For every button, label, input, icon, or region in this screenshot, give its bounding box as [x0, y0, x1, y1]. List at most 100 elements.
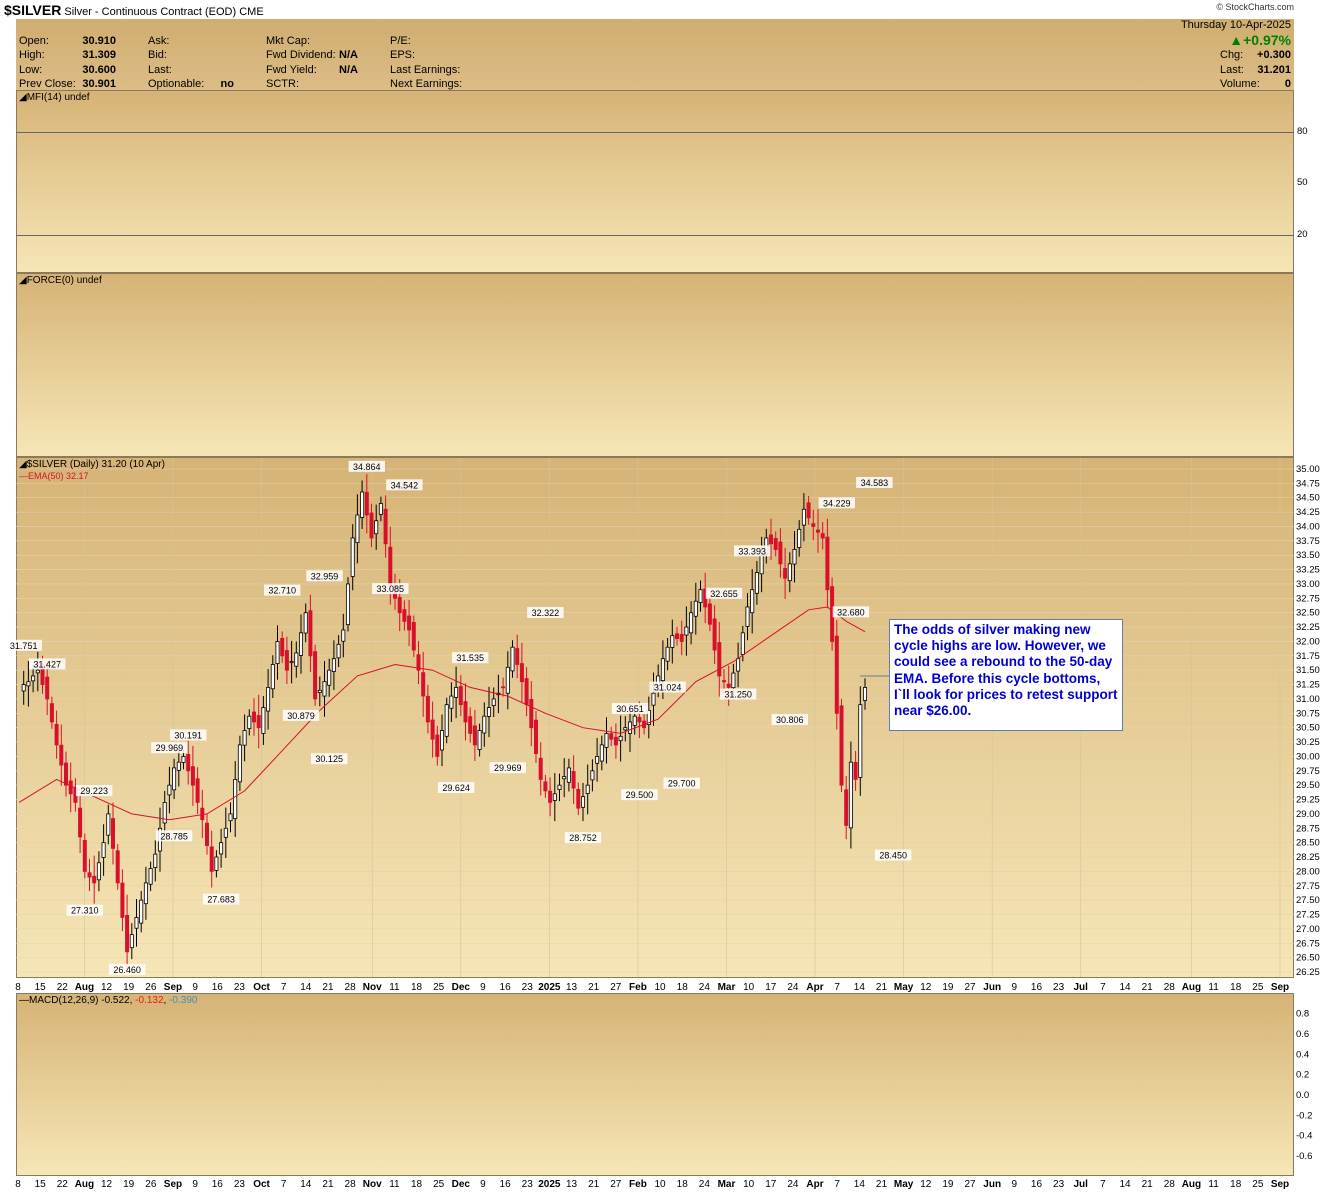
panel-collapse-icon[interactable]: ◢ [19, 459, 27, 470]
value-label-bg [489, 762, 526, 774]
candle-body [505, 666, 510, 694]
y-tick-label: 32.75 [1296, 593, 1320, 604]
exchange: CME [239, 6, 264, 18]
candle-body [345, 583, 350, 626]
candle-body [331, 658, 336, 672]
candle-body [581, 796, 586, 808]
value-label: 32.655 [710, 589, 738, 599]
x-tick-label: 24 [699, 982, 711, 993]
chart-title: $SILVER Silver - Continuous Contract (EO… [4, 2, 264, 18]
candle-body [548, 790, 553, 803]
panel-collapse-icon[interactable]: ◢ [19, 92, 27, 103]
candle-body [87, 872, 92, 878]
price-candles [21, 473, 868, 973]
candle-body [280, 637, 285, 657]
candle-body [651, 692, 656, 706]
candle-body [101, 842, 106, 858]
candle-body [646, 710, 651, 725]
candle-body [172, 767, 177, 791]
field-pe-label: P/E: [390, 35, 411, 47]
x-tick-label: 27 [964, 982, 976, 993]
field-lastearnings-label: Last Earnings: [390, 64, 461, 76]
y-tick-label: 29.75 [1296, 766, 1320, 777]
candle-body [726, 683, 731, 688]
x-tick-label: 10 [655, 1179, 667, 1190]
candle-body [557, 784, 562, 790]
value-label-bg [734, 545, 771, 557]
mfi-tick-20: 20 [1297, 229, 1308, 240]
value-label-bg [170, 729, 207, 741]
candle-body [585, 784, 590, 794]
x-tick-label: 15 [35, 1179, 47, 1190]
y-tick-label: 30.25 [1296, 737, 1320, 748]
value-label: 33.393 [738, 546, 766, 556]
y-tick-label: 33.00 [1296, 579, 1320, 590]
price-label: ◢$SILVER (Daily) 31.20 (10 Apr) [19, 459, 165, 470]
field-volume-value: 0 [1284, 78, 1291, 90]
x-tick-label: Sep [1271, 1179, 1289, 1190]
candle-body [454, 687, 459, 698]
value-label-bg [771, 714, 808, 726]
candle-body [200, 807, 205, 821]
value-label: 29.969 [156, 743, 184, 753]
candle-body [863, 687, 868, 701]
x-tick-label: 27 [610, 982, 622, 993]
up-arrow-icon: ▲ [1229, 32, 1244, 48]
candle-body [816, 529, 821, 533]
y-tick-label: 27.50 [1296, 895, 1320, 906]
value-label-bg [66, 904, 103, 916]
x-tick-label: 7 [834, 982, 840, 993]
candle-body [350, 537, 355, 577]
field-open-label: Open: [19, 35, 49, 47]
candle-body [284, 650, 289, 671]
candle-body [26, 681, 31, 687]
value-label-bg [348, 460, 385, 472]
candle-body [397, 597, 402, 614]
y-tick-label: 31.75 [1296, 651, 1320, 662]
candle-body [754, 572, 759, 594]
candle-body [167, 784, 172, 796]
y-tick-label: 31.50 [1296, 665, 1320, 676]
x-tick-label: 21 [322, 982, 334, 993]
x-tick-label: 11 [389, 982, 400, 993]
macd-y-tick-label: -0.4 [1296, 1131, 1312, 1142]
x-tick-label: 22 [57, 982, 69, 993]
candle-body [623, 727, 628, 731]
candle-body [96, 862, 101, 881]
value-label: 30.125 [315, 754, 343, 764]
candle-body [327, 669, 332, 686]
x-tick-label: 27 [610, 1179, 622, 1190]
x-tick-label: Feb [629, 1179, 647, 1190]
candle-body [750, 589, 755, 614]
value-label-bg [875, 849, 912, 861]
x-tick-label: 12 [920, 1179, 932, 1190]
y-tick-label: 35.00 [1296, 464, 1320, 475]
panel-collapse-icon[interactable]: ◢ [19, 275, 27, 286]
x-tick-label: 19 [123, 982, 135, 993]
candle-body [64, 762, 69, 786]
candle-body [31, 675, 36, 682]
x-tick-label: 7 [1100, 982, 1106, 993]
x-tick-label: Nov [363, 1179, 382, 1190]
candle-body [769, 534, 774, 545]
candle-body [858, 704, 863, 778]
candle-body [369, 512, 374, 539]
value-label-bg [29, 658, 66, 670]
candle-body [477, 730, 482, 750]
value-label: 34.542 [391, 480, 419, 490]
candle-body [360, 491, 365, 518]
stockcharts-credit[interactable]: © StockCharts.com [1216, 2, 1294, 12]
x-tick-label: Oct [253, 1179, 270, 1190]
candle-body [411, 622, 416, 651]
y-tick-label: 26.50 [1296, 953, 1320, 964]
value-label: 30.191 [174, 730, 202, 740]
mfi-tick-50: 50 [1297, 177, 1308, 188]
value-label-bg [76, 785, 113, 797]
candle-body [421, 672, 426, 697]
candle-body [787, 563, 792, 582]
x-tick-label: 24 [787, 982, 799, 993]
candle-body [468, 716, 473, 734]
candle-body [482, 715, 487, 734]
pct-change-value: +0.97% [1243, 32, 1291, 48]
value-label-bg [611, 703, 649, 715]
